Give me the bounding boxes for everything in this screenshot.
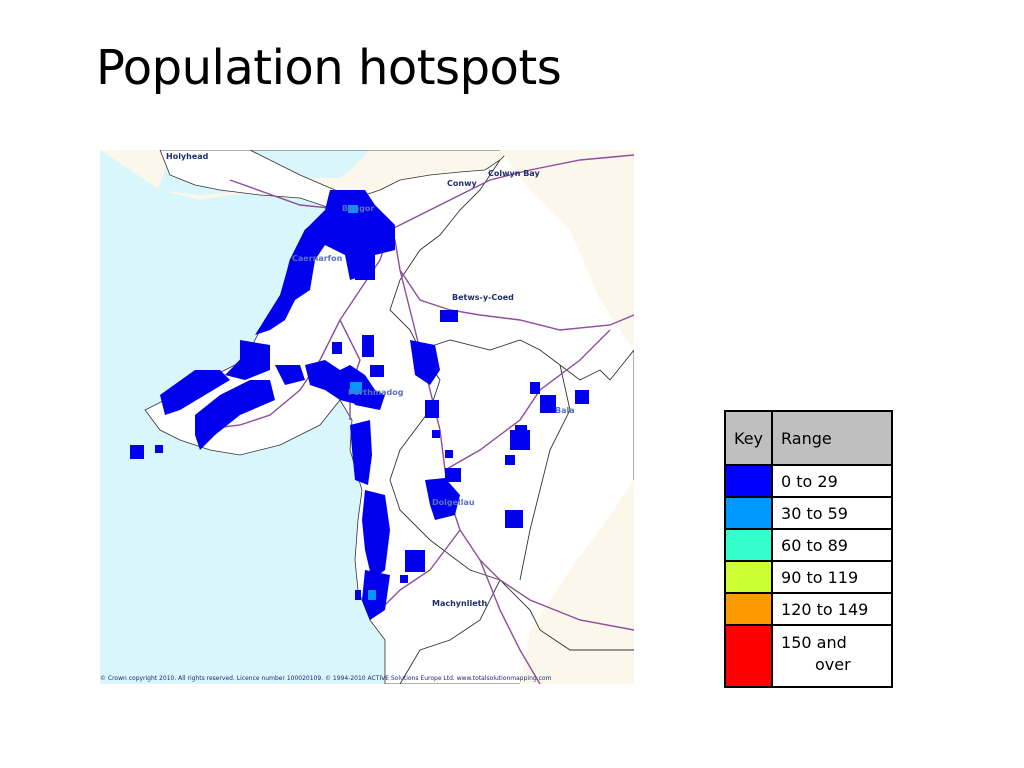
legend-swatch bbox=[723, 592, 774, 626]
legend-range-label: 60 to 89 bbox=[771, 528, 894, 562]
place-label-porthmadog: Porthmadog bbox=[348, 388, 404, 397]
map-copyright: © Crown copyright 2010. All rights reser… bbox=[100, 675, 552, 682]
legend-range-label: 30 to 59 bbox=[771, 496, 894, 530]
legend-row: 90 to 119 bbox=[723, 560, 894, 594]
place-label-holyhead: Holyhead bbox=[166, 152, 209, 161]
legend-swatch bbox=[723, 464, 774, 498]
legend-header-row: Key Range bbox=[723, 410, 894, 466]
legend-range-label: 0 to 29 bbox=[771, 464, 894, 498]
legend-swatch bbox=[723, 624, 774, 688]
legend-range-label-line1: 150 and bbox=[781, 633, 847, 652]
hotspots-secondary bbox=[348, 205, 376, 600]
legend-header-key: Key bbox=[723, 410, 774, 466]
place-label-caernarfon: Caernarfon bbox=[292, 254, 343, 263]
map-graphic bbox=[100, 150, 634, 684]
land bbox=[144, 150, 634, 684]
offmap-east bbox=[500, 150, 634, 684]
legend-range-label: 90 to 119 bbox=[771, 560, 894, 594]
place-label-conwy: Conwy bbox=[447, 179, 477, 188]
legend-row: 150 and over bbox=[723, 624, 894, 688]
place-label-machynlleth: Machynlleth bbox=[432, 599, 488, 608]
legend-swatch bbox=[723, 528, 774, 562]
legend-row: 30 to 59 bbox=[723, 496, 894, 530]
place-label-colwyn-bay: Colwyn Bay bbox=[488, 169, 540, 178]
legend-range-label: 120 to 149 bbox=[771, 592, 894, 626]
place-label-betws-y-coed: Betws-y-Coed bbox=[452, 293, 514, 302]
legend-range-label: 150 and over bbox=[771, 624, 894, 688]
legend-range-label-line2: over bbox=[815, 655, 851, 674]
legend-swatch bbox=[723, 560, 774, 594]
legend-row: 60 to 89 bbox=[723, 528, 894, 562]
sea bbox=[100, 150, 385, 684]
legend-table: Key Range 0 to 29 30 to 59 60 to 89 90 t… bbox=[723, 410, 894, 688]
legend-header-range: Range bbox=[771, 410, 894, 466]
legend-row: 120 to 149 bbox=[723, 592, 894, 626]
slide-title: Population hotspots bbox=[96, 40, 562, 96]
place-label-dolgellau: Dolgellau bbox=[432, 498, 475, 507]
place-label-bala: Bala bbox=[555, 406, 575, 415]
place-label-bangor: Bangor bbox=[342, 204, 375, 213]
legend-swatch bbox=[723, 496, 774, 530]
legend-row: 0 to 29 bbox=[723, 464, 894, 498]
map: Holyhead Conwy Colwyn Bay Bangor Caernar… bbox=[100, 150, 634, 684]
